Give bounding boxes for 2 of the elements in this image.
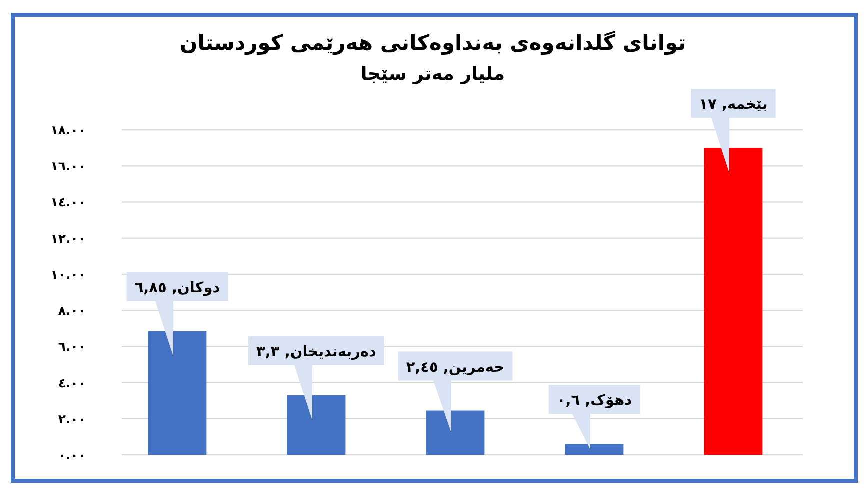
subtitle: ملیار مەتر سێجا — [360, 64, 506, 85]
title: توانای گلدانەوەی بەنداوەکانی هەرێمی کوردستان — [180, 31, 686, 55]
